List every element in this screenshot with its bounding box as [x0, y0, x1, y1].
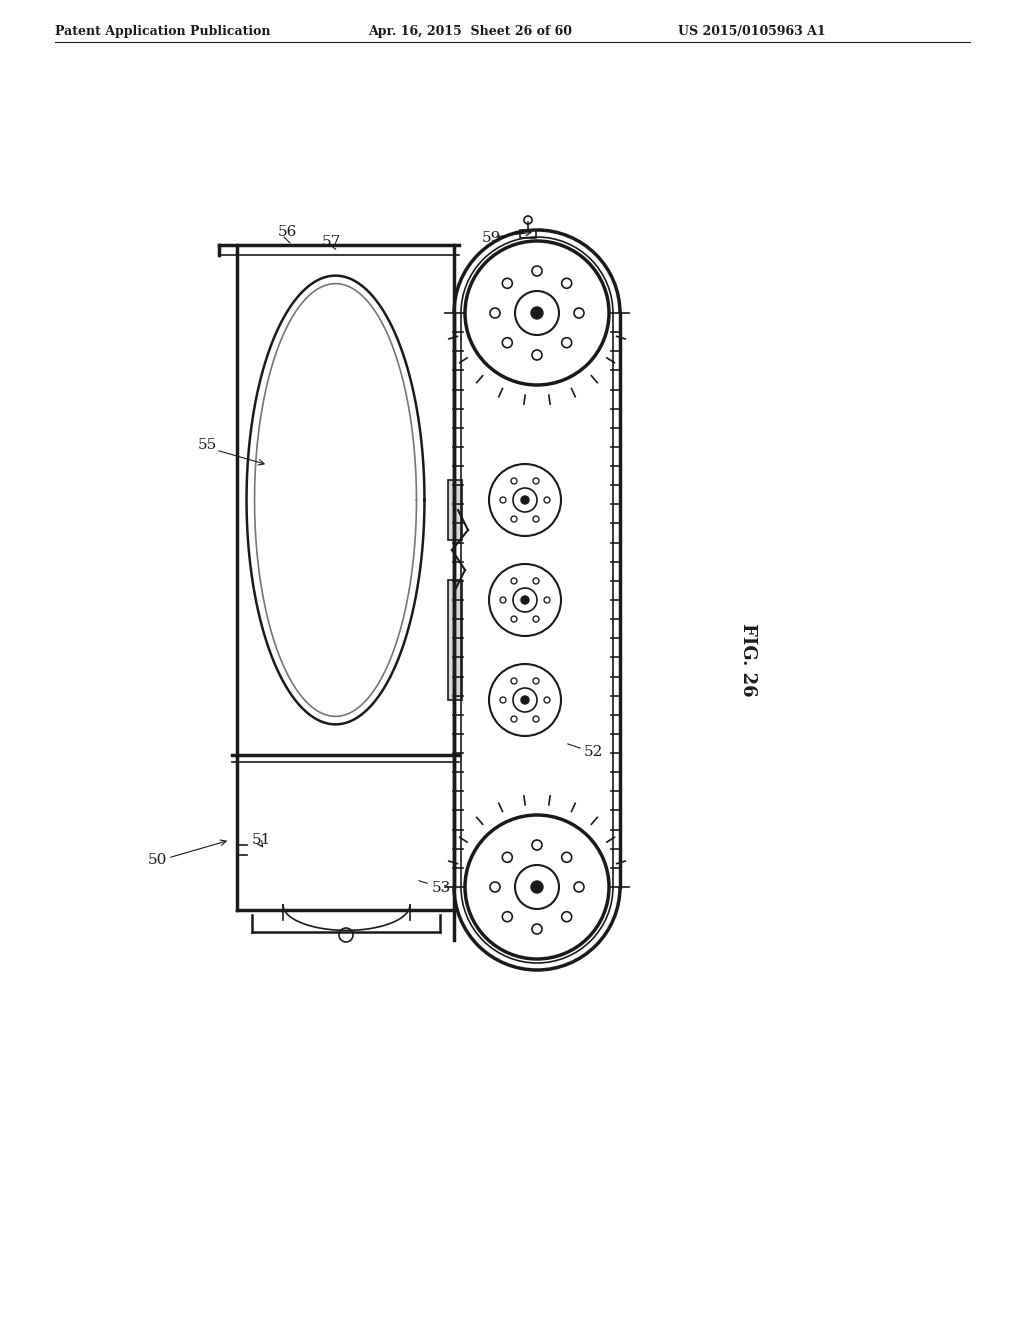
Text: 57: 57: [322, 235, 341, 249]
Circle shape: [531, 880, 543, 894]
Text: 55: 55: [198, 438, 217, 451]
Text: 50: 50: [148, 853, 167, 867]
Text: US 2015/0105963 A1: US 2015/0105963 A1: [678, 25, 825, 38]
Bar: [520, 230, 536, 238]
Text: 56: 56: [278, 224, 297, 239]
Text: Apr. 16, 2015  Sheet 26 of 60: Apr. 16, 2015 Sheet 26 of 60: [368, 25, 572, 38]
Circle shape: [531, 308, 543, 319]
Bar: [449, 480, 462, 540]
Text: 52: 52: [584, 744, 603, 759]
Bar: [449, 579, 462, 700]
Circle shape: [521, 496, 529, 504]
Text: FIG. 26: FIG. 26: [739, 623, 757, 697]
Text: 51: 51: [252, 833, 271, 847]
Text: Patent Application Publication: Patent Application Publication: [55, 25, 270, 38]
Text: 59: 59: [482, 231, 502, 246]
Circle shape: [521, 696, 529, 704]
Text: 53: 53: [432, 880, 452, 895]
Circle shape: [521, 597, 529, 605]
